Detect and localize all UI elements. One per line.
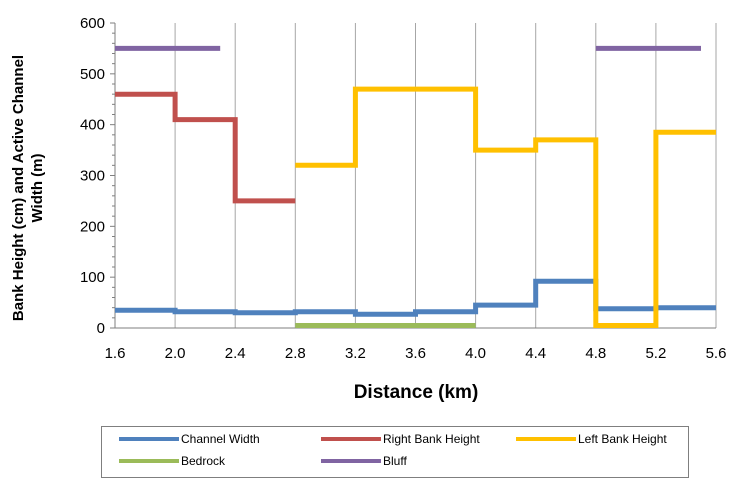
- legend: Channel Width Right Bank Height Left Bank …: [101, 426, 689, 478]
- legend-swatch: [119, 437, 179, 441]
- legend-item-channel-width: Channel Width: [119, 430, 260, 448]
- y-tick-label: 600: [80, 15, 105, 32]
- series-lines: [115, 45, 716, 328]
- y-tick-label: 500: [80, 66, 105, 83]
- legend-swatch: [321, 459, 381, 463]
- x-tick-label: 5.2: [645, 345, 666, 362]
- legend-label: Right Bank Height: [383, 432, 480, 446]
- legend-item-bedrock: Bedrock: [119, 452, 225, 470]
- x-tick-label: 3.6: [405, 345, 426, 362]
- legend-item-right-bank-height: Right Bank Height: [321, 430, 480, 448]
- legend-label: Bluff: [383, 454, 407, 468]
- x-tick-label: 2.8: [285, 345, 306, 362]
- legend-item-bluff: Bluff: [321, 452, 407, 470]
- x-tick-label: 4.8: [585, 345, 606, 362]
- tick-labels: 1.6 2.0 2.4 2.8 3.2 3.6 4.0 4.4 4.8 5.2 5.6 0 100 200…: [80, 15, 726, 362]
- x-tick-label: 2.0: [165, 345, 186, 362]
- legend-label: Left Bank Height: [578, 432, 667, 446]
- legend-swatch: [516, 437, 576, 441]
- legend-item-left-bank-height: Left Bank Height: [516, 430, 667, 448]
- y-tick-label: 0: [97, 320, 105, 337]
- y-axis-title-line-2: Width (m): [29, 153, 46, 222]
- left-bank-height-line: [295, 86, 716, 328]
- x-tick-label: 4.0: [465, 345, 486, 362]
- x-axis-title: Distance (km): [354, 382, 479, 403]
- x-tick-label: 2.4: [225, 345, 246, 362]
- x-tick-label: 3.2: [345, 345, 366, 362]
- y-tick-label: 200: [80, 218, 105, 235]
- legend-label: Channel Width: [181, 432, 260, 446]
- right-bank-height-line: [115, 91, 296, 204]
- axes: [110, 22, 716, 329]
- y-tick-label: 400: [80, 117, 105, 134]
- legend-label: Bedrock: [181, 454, 226, 468]
- x-tick-label: 1.6: [105, 345, 126, 362]
- x-tick-label: 4.4: [525, 345, 546, 362]
- legend-swatch: [119, 459, 179, 463]
- x-tick-label: 5.6: [706, 345, 727, 362]
- y-tick-label: 100: [80, 269, 105, 286]
- y-axis-title-line-1: Bank Height (cm) and Active Channel: [10, 55, 27, 321]
- y-tick-label: 300: [80, 168, 105, 185]
- gridlines: [174, 23, 717, 328]
- legend-swatch: [321, 437, 381, 441]
